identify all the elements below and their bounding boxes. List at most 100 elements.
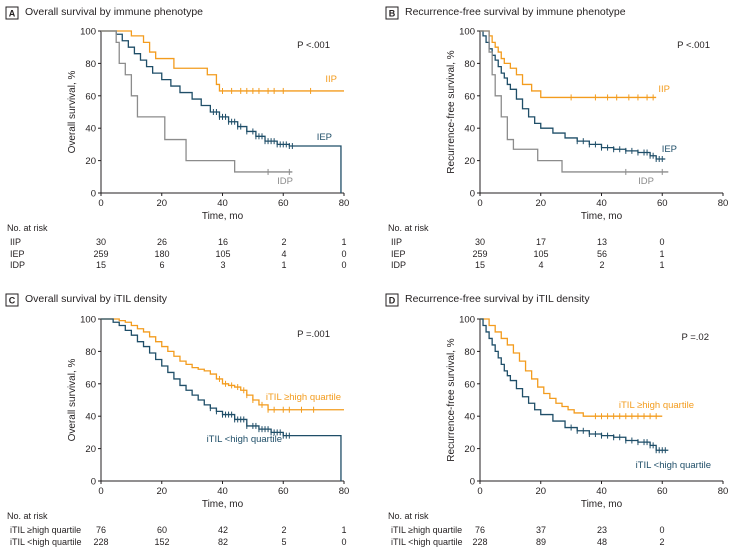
- y-axis-label: Overall survival, %: [67, 359, 78, 442]
- y-tick-label: 60: [464, 379, 475, 390]
- risk-value: 2: [281, 525, 286, 535]
- risk-value: 2: [599, 260, 604, 270]
- y-tick-label: 20: [85, 444, 96, 455]
- risk-value: 82: [218, 537, 228, 547]
- risk-table-label: No. at risk: [388, 223, 429, 233]
- panel-b: B Recurrence-free survival by immune phen…: [385, 6, 729, 270]
- series-line-1: [480, 318, 669, 451]
- y-tick-label: 100: [459, 27, 475, 38]
- panel-letter: C: [9, 296, 16, 306]
- p-value: P =.02: [681, 332, 709, 343]
- risk-value: 1: [341, 525, 346, 535]
- y-tick-label: 40: [85, 412, 96, 423]
- risk-value: 89: [536, 537, 546, 547]
- series-line-2: [480, 30, 669, 173]
- risk-value: 26: [157, 237, 167, 247]
- risk-value: 1: [659, 260, 664, 270]
- x-tick-label: 80: [718, 198, 729, 209]
- x-tick-label: 20: [535, 198, 546, 209]
- x-tick-label: 60: [278, 198, 289, 209]
- y-tick-label: 80: [464, 347, 475, 358]
- x-tick-label: 40: [217, 486, 228, 497]
- risk-value: 56: [597, 249, 607, 259]
- risk-row-name: iTIL <high quartile: [391, 537, 462, 547]
- p-value: P <.001: [297, 40, 330, 51]
- risk-value: 48: [597, 537, 607, 547]
- risk-row-name: IIP: [391, 237, 402, 247]
- x-tick-label: 40: [596, 198, 607, 209]
- series-line-0: [480, 318, 663, 417]
- risk-value: 30: [475, 237, 485, 247]
- panel-badge: [5, 6, 19, 20]
- risk-value: 1: [659, 249, 664, 259]
- risk-value: 0: [659, 525, 664, 535]
- risk-row-name: IDP: [10, 260, 25, 270]
- risk-value: 1: [281, 260, 286, 270]
- x-axis-label: Time, mo: [202, 499, 244, 510]
- risk-value: 30: [96, 237, 106, 247]
- p-value: P <.001: [677, 40, 710, 51]
- panel-c: C Overall survival by iTIL density 0 20 40 60…: [5, 293, 350, 547]
- risk-value: 37: [536, 525, 546, 535]
- y-tick-label: 80: [85, 59, 96, 70]
- panel-title: Overall survival by iTIL density: [25, 293, 168, 305]
- y-tick-label: 40: [85, 124, 96, 135]
- risk-value: 15: [96, 260, 106, 270]
- y-tick-label: 20: [464, 156, 475, 167]
- risk-value: 76: [475, 525, 485, 535]
- x-tick-label: 60: [657, 198, 668, 209]
- y-tick-label: 20: [464, 444, 475, 455]
- y-tick-label: 80: [464, 59, 475, 70]
- panel-badge: [5, 293, 19, 307]
- y-tick-label: 40: [464, 124, 475, 135]
- x-tick-label: 60: [278, 486, 289, 497]
- y-axis-label: Recurrence-free survival, %: [446, 50, 457, 173]
- risk-value: 105: [533, 249, 548, 259]
- risk-value: 3: [220, 260, 225, 270]
- series-label: iTIL ≥high quartile: [619, 400, 694, 411]
- x-tick-label: 20: [535, 486, 546, 497]
- y-axis-label: Overall survival, %: [67, 71, 78, 154]
- y-tick-label: 100: [80, 315, 96, 326]
- series-label: IEP: [662, 144, 677, 155]
- risk-table-label: No. at risk: [7, 223, 48, 233]
- x-tick-label: 80: [718, 486, 729, 497]
- risk-value: 2: [659, 537, 664, 547]
- risk-value: 4: [281, 249, 286, 259]
- x-tick-label: 80: [339, 486, 350, 497]
- risk-value: 228: [472, 537, 487, 547]
- panel-title: Overall survival by immune phenotype: [25, 6, 203, 18]
- y-axis-label: Recurrence-free survival, %: [446, 338, 457, 461]
- y-tick-label: 0: [470, 189, 475, 200]
- series-label: IDP: [277, 176, 293, 187]
- x-tick-label: 80: [339, 198, 350, 209]
- risk-row-name: iTIL ≥high quartile: [10, 525, 81, 535]
- x-tick-label: 0: [477, 198, 482, 209]
- risk-value: 6: [159, 260, 164, 270]
- risk-value: 152: [154, 537, 169, 547]
- risk-value: 105: [215, 249, 230, 259]
- panel-title: Recurrence-free survival by iTIL density: [405, 293, 590, 305]
- x-tick-label: 40: [596, 486, 607, 497]
- risk-value: 1: [341, 237, 346, 247]
- panel-letter: B: [389, 9, 396, 19]
- risk-row-name: IEP: [10, 249, 25, 259]
- x-tick-label: 20: [156, 198, 167, 209]
- risk-value: 60: [157, 525, 167, 535]
- y-tick-label: 100: [80, 27, 96, 38]
- risk-row-name: IDP: [391, 260, 406, 270]
- risk-value: 23: [597, 525, 607, 535]
- x-tick-label: 60: [657, 486, 668, 497]
- risk-value: 259: [93, 249, 108, 259]
- series-label: IDP: [638, 176, 654, 187]
- series-label: IIP: [325, 74, 337, 85]
- y-tick-label: 40: [464, 412, 475, 423]
- risk-table-label: No. at risk: [388, 511, 429, 521]
- risk-value: 4: [538, 260, 543, 270]
- series-label: IEP: [317, 132, 332, 143]
- p-value: P =.001: [297, 329, 330, 340]
- risk-row-name: IIP: [10, 237, 21, 247]
- series-line-0: [101, 30, 344, 92]
- x-tick-label: 0: [98, 486, 103, 497]
